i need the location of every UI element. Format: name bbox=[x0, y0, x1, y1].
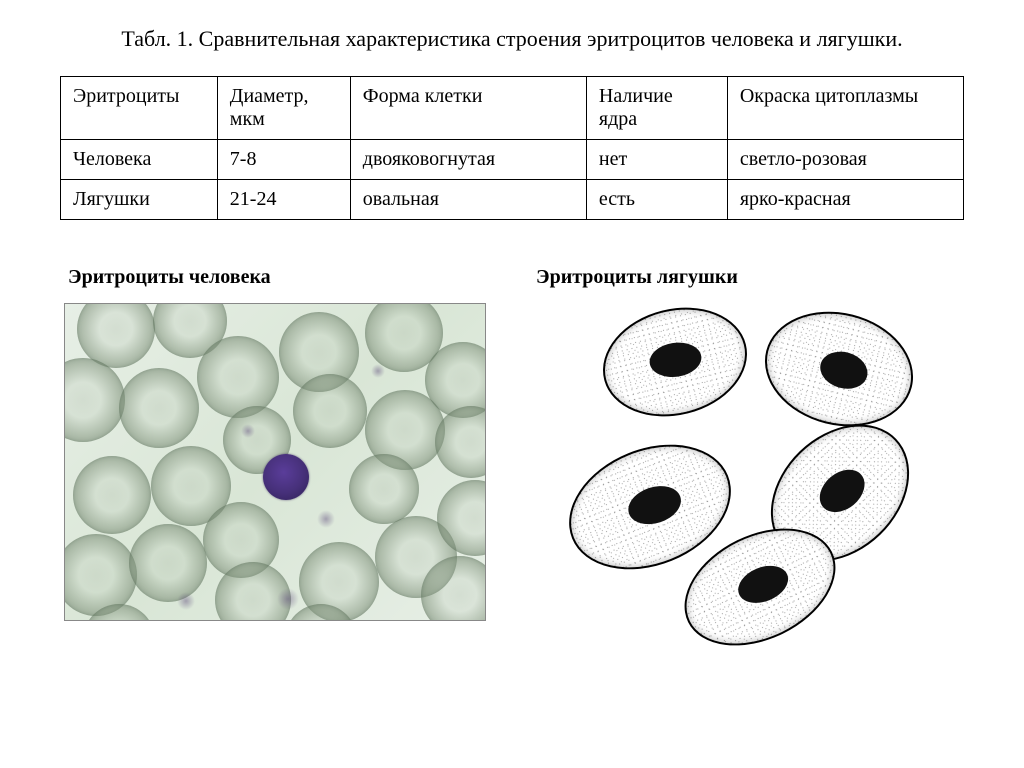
rbc-cell bbox=[129, 524, 207, 602]
human-erythrocytes-figure bbox=[64, 303, 486, 621]
images-row: Эритроциты человека Эритроциты лягушки bbox=[60, 266, 964, 621]
cell-shape: овальная bbox=[350, 179, 586, 219]
frog-nucleus bbox=[647, 339, 703, 380]
cell-cytoplasm: ярко-красная bbox=[727, 179, 963, 219]
lymphocyte bbox=[263, 454, 309, 500]
human-column: Эритроциты человека bbox=[64, 266, 492, 621]
rbc-cell bbox=[119, 368, 199, 448]
rbc-cell bbox=[293, 374, 367, 448]
frog-nucleus bbox=[816, 346, 872, 394]
table-title: Табл. 1. Сравнительная характеристика ст… bbox=[87, 24, 937, 54]
cell-species: Лягушки bbox=[61, 179, 218, 219]
th-cytoplasm: Окраска цитоплазмы bbox=[727, 76, 963, 139]
cell-species: Человека bbox=[61, 139, 218, 179]
table-header-row: Эритроциты Диаметр, мкм Форма клетки Нал… bbox=[61, 76, 964, 139]
rbc-cell bbox=[197, 336, 279, 418]
cell-diameter: 7-8 bbox=[217, 139, 350, 179]
platelet bbox=[277, 588, 299, 610]
platelet bbox=[371, 364, 385, 378]
platelet bbox=[241, 424, 255, 438]
rbc-cell bbox=[64, 358, 125, 442]
rbc-cell bbox=[64, 534, 137, 616]
th-erythrocytes: Эритроциты bbox=[61, 76, 218, 139]
frog-nucleus bbox=[811, 461, 872, 521]
th-shape: Форма клетки bbox=[350, 76, 586, 139]
rbc-cell bbox=[73, 456, 151, 534]
cell-diameter: 21-24 bbox=[217, 179, 350, 219]
cell-cytoplasm: светло-розовая bbox=[727, 139, 963, 179]
frog-erythrocytes-figure bbox=[532, 303, 952, 619]
human-caption: Эритроциты человека bbox=[68, 266, 492, 289]
rbc-cell bbox=[349, 454, 419, 524]
cell-nucleus: есть bbox=[586, 179, 727, 219]
th-diameter: Диаметр, мкм bbox=[217, 76, 350, 139]
frog-erythrocyte bbox=[753, 296, 926, 441]
th-nucleus: Наличие ядра bbox=[586, 76, 727, 139]
cell-nucleus: нет bbox=[586, 139, 727, 179]
platelet bbox=[177, 592, 195, 610]
frog-nucleus bbox=[623, 479, 685, 530]
page-root: Табл. 1. Сравнительная характеристика ст… bbox=[0, 0, 1024, 768]
comparison-table: Эритроциты Диаметр, мкм Форма клетки Нал… bbox=[60, 76, 964, 220]
platelet bbox=[317, 510, 335, 528]
frog-erythrocyte bbox=[591, 293, 758, 431]
frog-nucleus bbox=[733, 559, 794, 610]
table-row: Человека 7-8 двояковогнутая нет светло-р… bbox=[61, 139, 964, 179]
frog-caption: Эритроциты лягушки bbox=[536, 266, 960, 289]
table-row: Лягушки 21-24 овальная есть ярко-красная bbox=[61, 179, 964, 219]
cell-shape: двояковогнутая bbox=[350, 139, 586, 179]
frog-column: Эритроциты лягушки bbox=[532, 266, 960, 619]
